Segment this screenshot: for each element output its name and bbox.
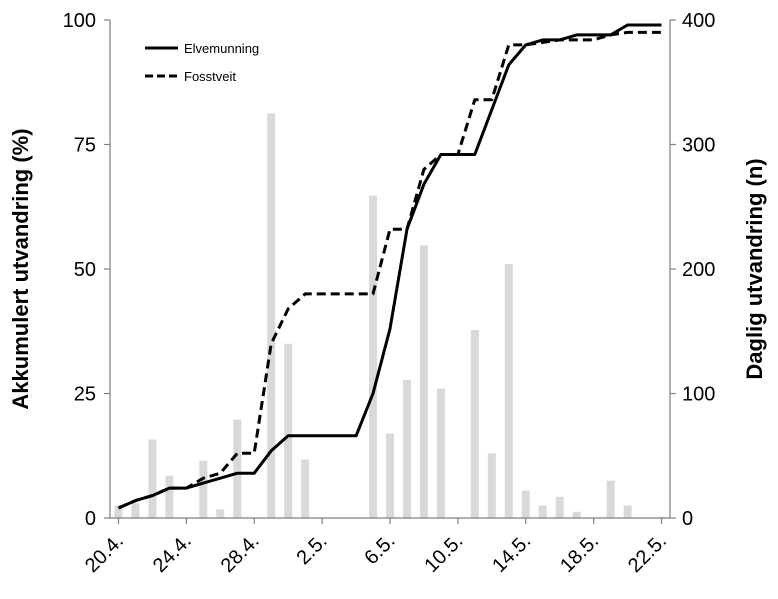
y-right-tick-label: 400 (682, 10, 715, 32)
bars-layer (114, 113, 666, 519)
y-axis-title-left: Akkumulert utvandring (%) (8, 128, 33, 409)
series-line-fosstveit (117, 30, 662, 510)
bar (148, 439, 157, 518)
x-tick-label: 28.4. (217, 530, 264, 577)
bar (114, 505, 123, 518)
x-tick-label: 20.4. (81, 530, 128, 577)
bar (233, 419, 242, 518)
bar (199, 460, 208, 518)
bar (657, 516, 666, 518)
y-left-tick-label: 25 (74, 384, 96, 406)
x-tick-label: 10.5. (420, 530, 467, 577)
bar (369, 195, 378, 519)
x-tick-label: 24.4. (149, 530, 196, 577)
y-left-tick-label: 75 (74, 135, 96, 157)
bar (402, 379, 411, 518)
y-left-tick-label: 100 (63, 10, 96, 32)
bar (623, 505, 632, 518)
y-left-tick-label: 0 (85, 508, 96, 530)
y-axis-title-right: Daglig utvandring (n) (742, 158, 767, 379)
x-tick-label: 14.5. (488, 530, 535, 577)
bar (521, 490, 530, 518)
legend-label-elvemunning: Elvemunning (184, 41, 259, 56)
bar (436, 388, 445, 518)
y-right-tick-label: 100 (682, 384, 715, 406)
x-tick-label: 6.5. (360, 530, 399, 569)
bar (470, 330, 479, 518)
bar (386, 433, 394, 518)
bar (555, 496, 564, 518)
legend-label-fosstveit: Fosstveit (184, 69, 236, 84)
y-right-tick-label: 300 (682, 135, 715, 157)
y-right-tick-label: 0 (682, 508, 693, 530)
bar (284, 343, 293, 518)
bar (131, 503, 140, 518)
bar (487, 453, 496, 518)
bar (216, 509, 225, 518)
x-tick-label: 2.5. (293, 530, 332, 569)
lines-layer (117, 23, 662, 510)
bar (572, 511, 581, 518)
y-right-tick-label: 200 (682, 259, 715, 281)
y-left-tick-label: 50 (74, 259, 96, 281)
bar (301, 459, 310, 518)
bar (538, 505, 547, 518)
x-tick-label: 22.5. (624, 530, 671, 577)
series-line-elvemunning (117, 23, 662, 510)
x-tick-label: 18.5. (556, 530, 603, 577)
bar (165, 475, 174, 518)
bar (419, 245, 428, 518)
bar (267, 113, 276, 518)
bar (504, 264, 513, 518)
bar (606, 480, 615, 518)
legend: Elvemunning Fosstveit (145, 41, 259, 84)
